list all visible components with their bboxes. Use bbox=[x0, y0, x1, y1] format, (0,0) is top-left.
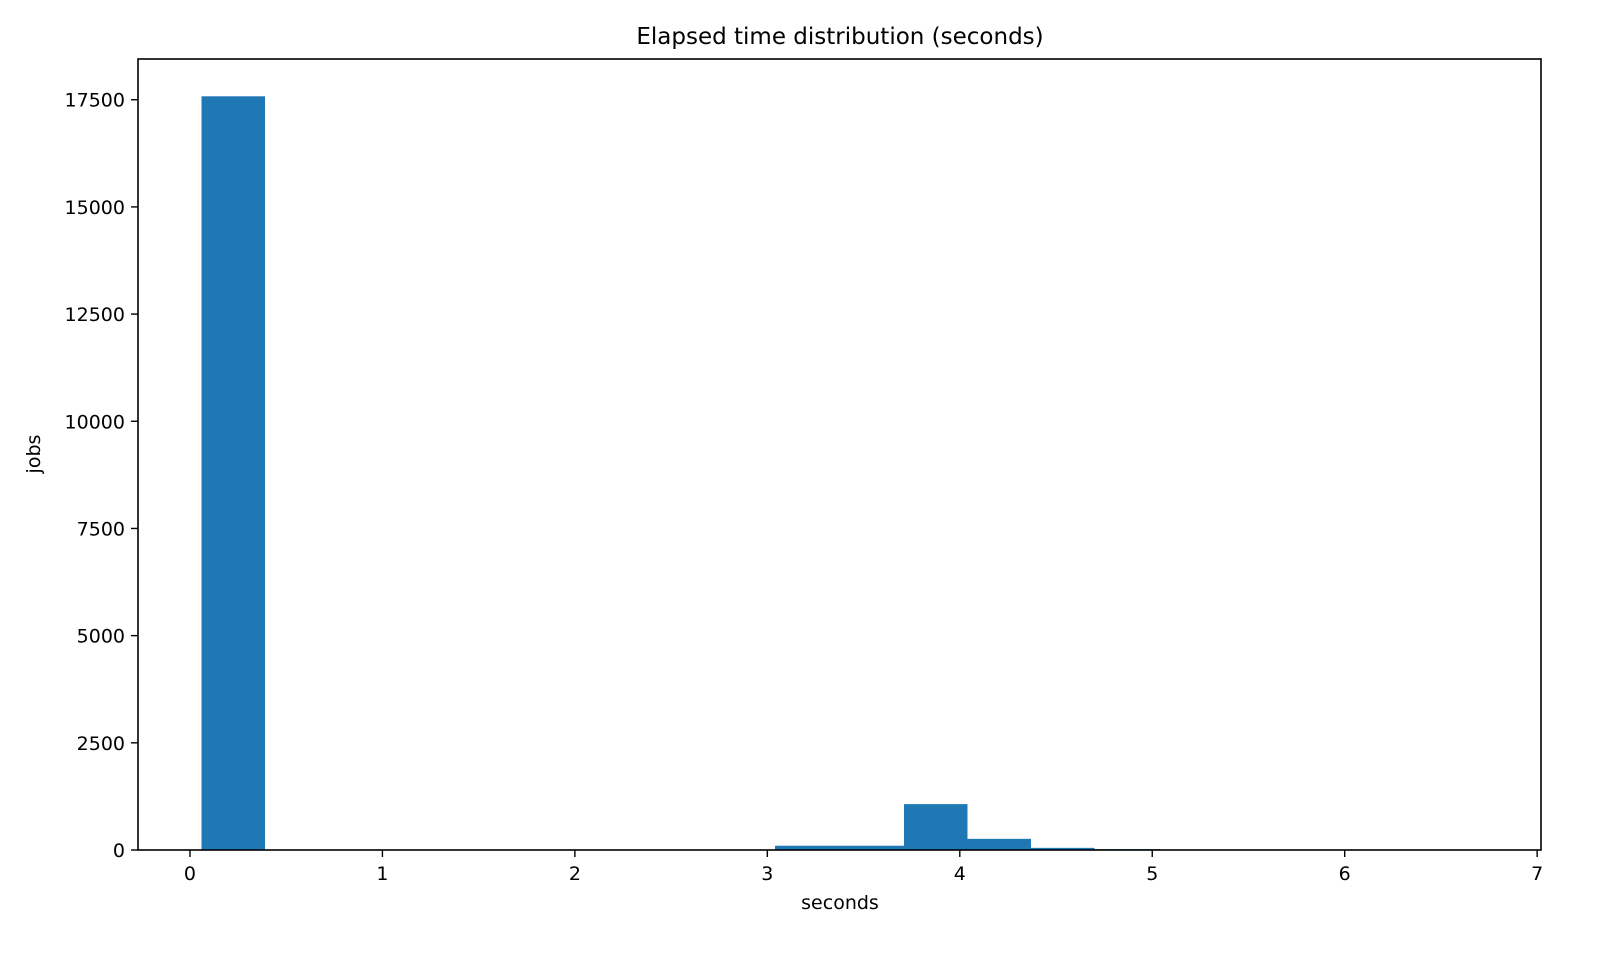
x-tick-label: 6 bbox=[1339, 863, 1351, 885]
x-axis-ticks: 0 1 2 3 4 5 6 7 bbox=[184, 850, 1543, 885]
y-tick-label: 15000 bbox=[65, 197, 125, 219]
x-tick-label: 0 bbox=[184, 863, 196, 885]
histogram-bar-11 bbox=[903, 804, 968, 850]
x-tick-label: 5 bbox=[1146, 863, 1158, 885]
y-tick-label: 17500 bbox=[65, 90, 125, 112]
histogram-bar-10 bbox=[840, 845, 904, 850]
histogram-bar-9 bbox=[775, 845, 841, 850]
bars-group bbox=[201, 96, 1480, 850]
y-tick-label: 5000 bbox=[77, 626, 125, 648]
y-tick-label: 10000 bbox=[65, 411, 125, 433]
histogram-bar-0 bbox=[201, 96, 266, 850]
histogram-bar-12 bbox=[967, 838, 1031, 850]
x-tick-label: 7 bbox=[1531, 863, 1543, 885]
x-axis-label: seconds bbox=[801, 892, 879, 914]
x-tick-label: 2 bbox=[569, 863, 581, 885]
y-axis-ticks: 0 2500 5000 7500 10000 12500 15000 17500 bbox=[65, 90, 138, 862]
y-tick-label: 12500 bbox=[65, 304, 125, 326]
x-tick-label: 1 bbox=[376, 863, 388, 885]
y-tick-label: 2500 bbox=[77, 733, 125, 755]
x-tick-label: 3 bbox=[761, 863, 773, 885]
y-tick-label: 7500 bbox=[77, 518, 125, 540]
histogram-bar-13 bbox=[1030, 847, 1095, 850]
plot-frame bbox=[137, 58, 1542, 851]
y-axis-label: jobs bbox=[23, 435, 45, 475]
chart-title: Elapsed time distribution (seconds) bbox=[636, 24, 1043, 50]
x-tick-label: 4 bbox=[954, 863, 966, 885]
y-tick-label: 0 bbox=[113, 840, 125, 862]
